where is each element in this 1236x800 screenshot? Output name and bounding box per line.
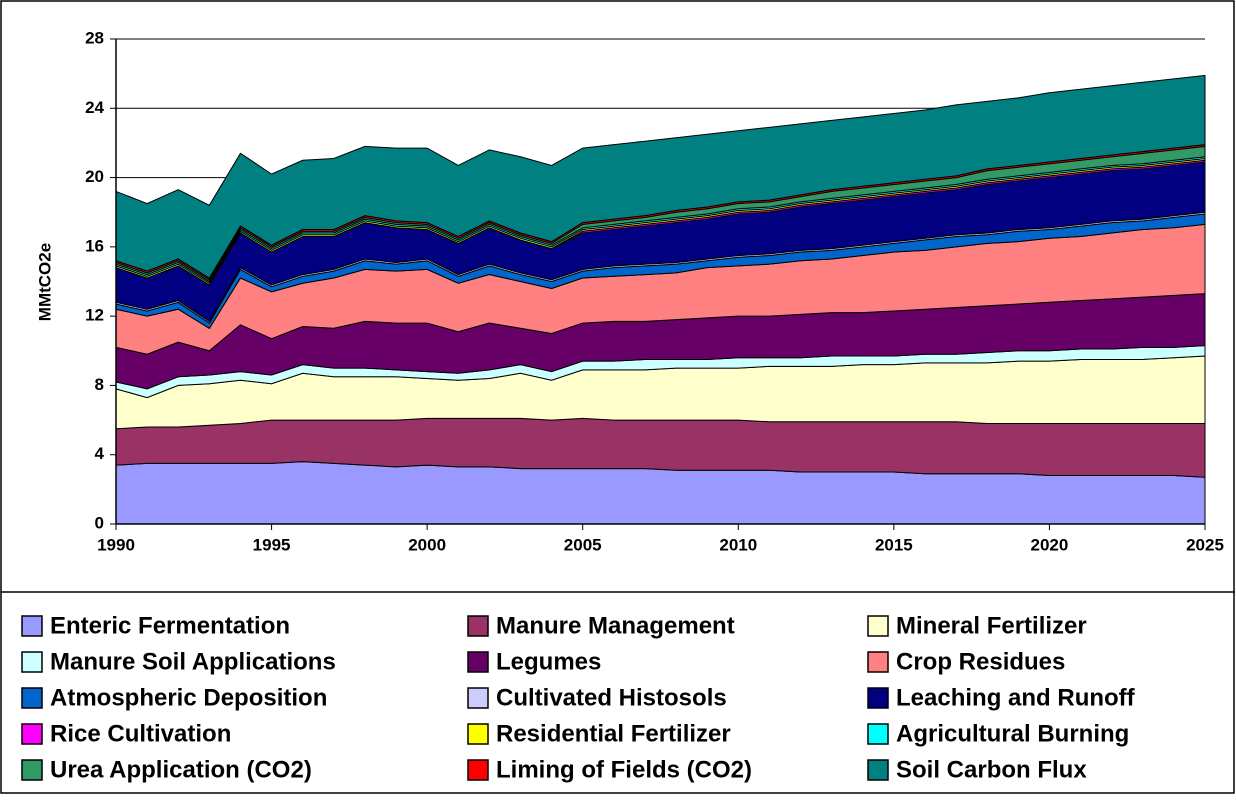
y-tick-label: 0 [95,513,104,532]
axes: 0 4 8 12 16 20 24 28 1990 1995 2000 2005 2010 2015 202… [85,28,1224,554]
legend-swatch [467,687,489,709]
legend-swatch [21,723,43,745]
x-tick-label: 1990 [97,535,135,554]
area [115,74,1206,279]
y-tick-label: 24 [85,98,104,117]
legend-label: Soil Carbon Flux [896,756,1087,783]
legend-swatch [467,615,489,637]
legend-label: Leaching and Runoff [896,684,1136,711]
x-tick-label: 2020 [1031,535,1069,554]
legend-swatch [867,759,889,781]
legend-label: Residential Fertilizer [496,720,731,747]
legend-swatch [21,651,43,673]
legend-swatch [21,615,43,637]
legend-swatch [867,723,889,745]
x-tick-label: 2000 [408,535,446,554]
y-tick-label: 4 [95,444,105,463]
legend-label: Liming of Fields (CO2) [496,756,752,783]
x-tick-label: 2015 [875,535,913,554]
legend: Enteric Fermentation Manure Management Min… [21,612,1136,783]
x-tick-label: 1995 [253,535,291,554]
legend-swatch [467,759,489,781]
legend-label: Legumes [496,648,601,675]
x-tick-label: 2025 [1186,535,1224,554]
legend-label: Cultivated Histosols [496,684,727,711]
y-tick-label: 28 [85,28,104,47]
y-tick-label: 12 [85,306,104,325]
legend-label: Urea Application (CO2) [50,756,312,783]
legend-label: Mineral Fertilizer [896,612,1087,639]
y-tick-label: 8 [95,375,104,394]
legend-swatch [467,723,489,745]
legend-swatch [867,615,889,637]
y-tick-label: 16 [85,236,104,255]
legend-label: Crop Residues [896,648,1065,675]
legend-label: Atmospheric Deposition [50,684,327,711]
legend-label: Manure Soil Applications [50,648,336,675]
plot-area [115,38,1206,525]
legend-swatch [21,687,43,709]
legend-swatch [21,759,43,781]
x-tick-label: 2010 [719,535,757,554]
y-tick-label: 20 [85,167,104,186]
legend-swatch [867,651,889,673]
legend-label: Enteric Fermentation [50,612,290,639]
legend-swatch [467,651,489,673]
legend-label: Rice Cultivation [50,720,231,747]
legend-label: Agricultural Burning [896,720,1129,747]
x-tick-label: 2005 [564,535,602,554]
y-axis-label: MMtCO2e [35,243,54,321]
legend-label: Manure Management [496,612,735,639]
legend-swatch [867,687,889,709]
